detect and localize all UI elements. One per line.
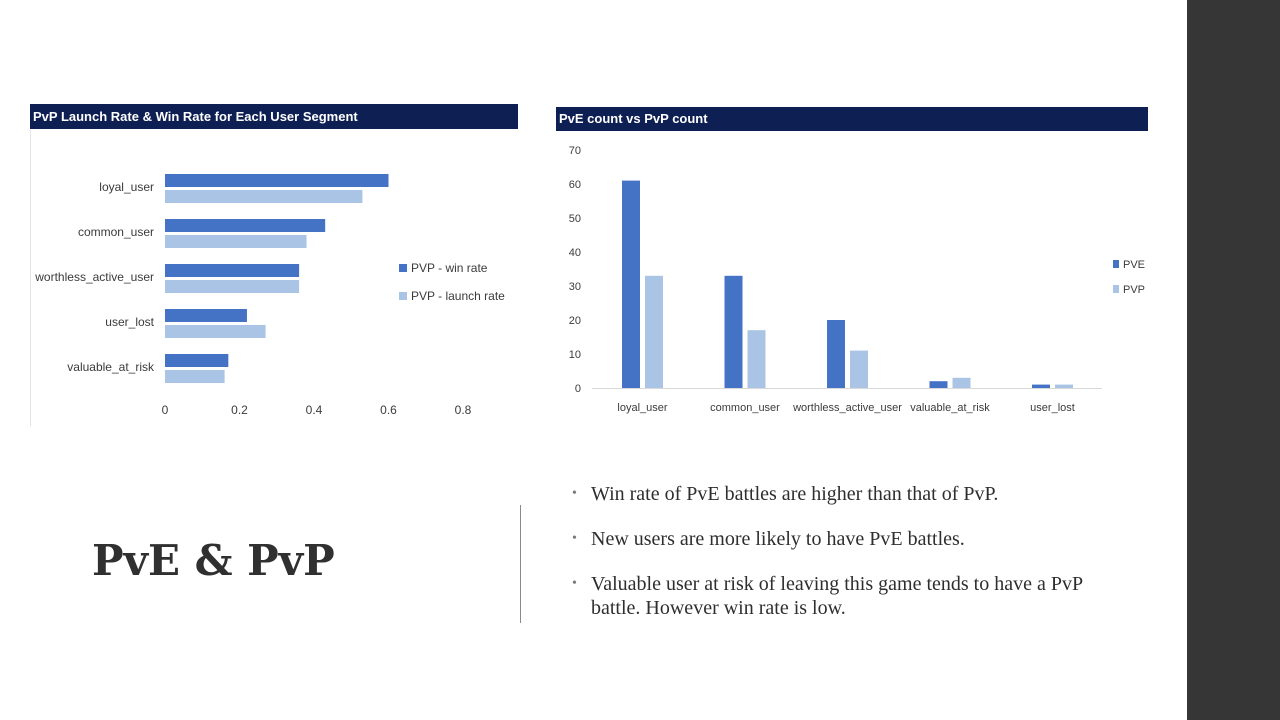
bar-launch-rate bbox=[165, 325, 266, 338]
bullet-icon: • bbox=[572, 531, 577, 546]
bar-pvp bbox=[850, 350, 868, 388]
legend-label: PVP - launch rate bbox=[411, 289, 505, 303]
bullet-text: Valuable user at risk of leaving this ga… bbox=[591, 573, 1083, 619]
bar-win-rate bbox=[165, 354, 229, 367]
bar-win-rate bbox=[165, 219, 326, 232]
bar-launch-rate bbox=[165, 190, 363, 203]
x-tick-label: 0 bbox=[162, 403, 169, 417]
bar-pve bbox=[827, 320, 845, 388]
launch-win-rate-chart: PvP Launch Rate & Win Rate for Each User… bbox=[30, 104, 518, 426]
bullet-item: • Win rate of PvE battles are higher tha… bbox=[572, 482, 1132, 506]
x-tick-label: 0.6 bbox=[380, 403, 397, 417]
slide-title: PvE & PvP bbox=[92, 536, 335, 585]
category-label: user_lost bbox=[105, 315, 154, 329]
legend-swatch bbox=[399, 264, 407, 272]
bar-win-rate bbox=[165, 264, 300, 277]
legend-swatch bbox=[1113, 260, 1119, 268]
bar-launch-rate bbox=[165, 235, 307, 248]
bullet-icon: • bbox=[572, 576, 577, 591]
y-tick-label: 70 bbox=[569, 145, 581, 157]
x-tick-label: 0.8 bbox=[455, 403, 472, 417]
bar-pvp bbox=[952, 377, 971, 388]
bar-pve bbox=[724, 275, 743, 388]
legend-label: PVP - win rate bbox=[411, 261, 488, 275]
category-label: user_lost bbox=[1030, 402, 1075, 414]
legend-swatch bbox=[399, 292, 407, 300]
pve-pvp-count-chart: PvE count vs PvP count 0 10 20 30 40 50 60 70 lo… bbox=[556, 107, 1148, 425]
bullet-list: • Win rate of PvE battles are higher tha… bbox=[572, 482, 1132, 641]
bar-pvp bbox=[747, 330, 766, 388]
bar-pve bbox=[622, 180, 640, 388]
bullet-item: • Valuable user at risk of leaving this … bbox=[572, 572, 1132, 620]
bullet-item: • New users are more likely to have PvE … bbox=[572, 527, 1132, 551]
y-tick-label: 10 bbox=[569, 349, 581, 361]
pve-pvp-count-plot: 0 10 20 30 40 50 60 70 loyal_user common_user wort… bbox=[569, 145, 1145, 414]
category-label: worthless_active_user bbox=[34, 270, 154, 284]
category-label: loyal_user bbox=[99, 180, 154, 194]
x-tick-label: 0.4 bbox=[306, 403, 323, 417]
category-label: common_user bbox=[78, 225, 154, 239]
bullet-icon: • bbox=[572, 486, 577, 501]
category-label: loyal_user bbox=[617, 402, 667, 414]
side-decoration-bar bbox=[1187, 0, 1280, 720]
bar-launch-rate bbox=[165, 280, 300, 293]
category-label: valuable_at_risk bbox=[910, 402, 990, 414]
bar-win-rate bbox=[165, 174, 389, 187]
y-tick-label: 50 bbox=[569, 213, 581, 225]
divider bbox=[520, 505, 521, 623]
bar-win-rate bbox=[165, 309, 247, 322]
bar-pvp bbox=[645, 275, 663, 388]
bar-launch-rate bbox=[165, 370, 225, 383]
y-tick-label: 20 bbox=[569, 315, 581, 327]
launch-win-rate-plot: loyal_user common_user worthless_active_us… bbox=[30, 130, 505, 426]
category-label: worthless_active_user bbox=[792, 402, 902, 414]
y-tick-label: 30 bbox=[569, 281, 581, 293]
legend-label: PVE bbox=[1123, 259, 1145, 271]
bullet-text: Win rate of PvE battles are higher than … bbox=[591, 483, 999, 505]
x-tick-label: 0.2 bbox=[231, 403, 248, 417]
y-tick-label: 0 bbox=[575, 383, 581, 395]
y-tick-label: 60 bbox=[569, 179, 581, 191]
bullet-text: New users are more likely to have PvE ba… bbox=[591, 528, 965, 550]
category-label: valuable_at_risk bbox=[67, 360, 155, 374]
category-label: common_user bbox=[710, 402, 780, 414]
bar-pve bbox=[1032, 384, 1050, 388]
bar-pve bbox=[929, 381, 948, 388]
legend-label: PVP bbox=[1123, 284, 1145, 296]
bar-pvp bbox=[1055, 384, 1073, 388]
y-tick-label: 40 bbox=[569, 247, 581, 259]
chart-title: PvP Launch Rate & Win Rate for Each User… bbox=[30, 104, 518, 129]
legend-swatch bbox=[1113, 285, 1119, 293]
chart-title: PvE count vs PvP count bbox=[556, 107, 1148, 131]
